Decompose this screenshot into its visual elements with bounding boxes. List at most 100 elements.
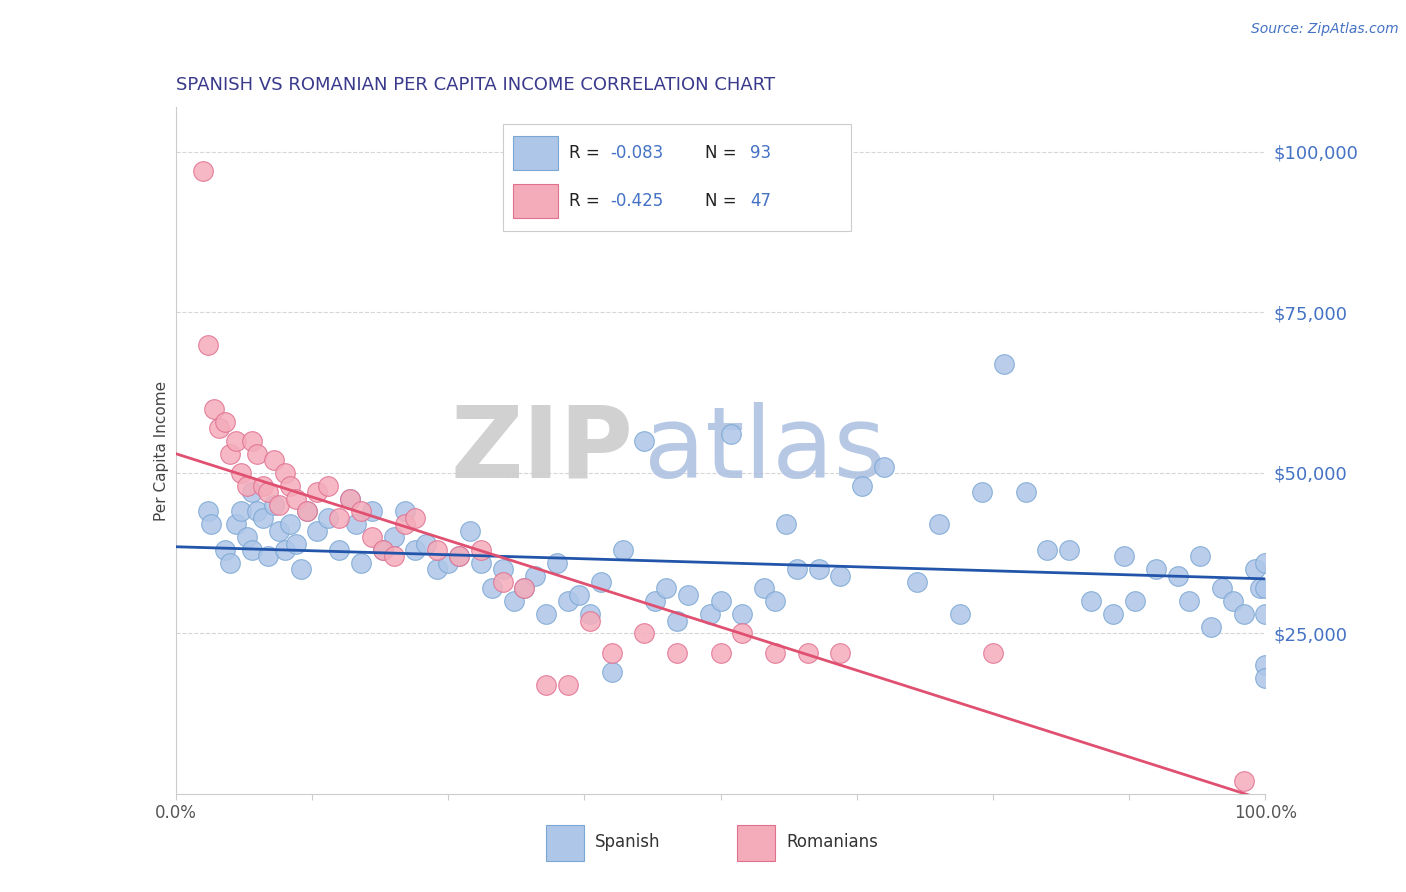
Point — [807, 562, 830, 576]
Point — [284, 536, 307, 550]
Point — [589, 575, 612, 590]
Point — [851, 479, 873, 493]
Point — [231, 466, 253, 480]
Point — [720, 427, 742, 442]
Point — [1254, 658, 1277, 673]
Point — [197, 337, 219, 351]
Point — [328, 511, 350, 525]
Text: ZIP: ZIP — [450, 402, 633, 499]
Point — [1146, 562, 1168, 576]
Point — [981, 646, 1004, 660]
Point — [633, 434, 655, 448]
Point — [350, 556, 373, 570]
Point — [644, 594, 666, 608]
Point — [447, 549, 470, 564]
Point — [786, 562, 808, 576]
Point — [1036, 543, 1059, 558]
Point — [394, 517, 416, 532]
Point — [1199, 620, 1222, 634]
Text: SPANISH VS ROMANIAN PER CAPITA INCOME CORRELATION CHART: SPANISH VS ROMANIAN PER CAPITA INCOME CO… — [176, 77, 775, 95]
Point — [284, 491, 307, 506]
Point — [1189, 549, 1212, 564]
Point — [426, 543, 449, 558]
Point — [731, 607, 754, 622]
Point — [426, 562, 449, 576]
Point — [905, 575, 928, 590]
Point — [290, 562, 312, 576]
Point — [1249, 582, 1271, 596]
Point — [710, 646, 733, 660]
Point — [202, 401, 225, 416]
Point — [568, 588, 591, 602]
Point — [1178, 594, 1201, 608]
Point — [219, 556, 242, 570]
Point — [394, 504, 416, 518]
Point — [600, 646, 623, 660]
Point — [492, 575, 515, 590]
Point — [361, 530, 384, 544]
Point — [278, 517, 301, 532]
Point — [344, 517, 367, 532]
Point — [1015, 485, 1038, 500]
Point — [252, 511, 274, 525]
Point — [200, 517, 222, 532]
Point — [633, 626, 655, 640]
Point — [274, 466, 297, 480]
Point — [1254, 582, 1277, 596]
Point — [797, 646, 820, 660]
Point — [274, 543, 297, 558]
Point — [240, 434, 263, 448]
Point — [328, 543, 350, 558]
Point — [458, 524, 481, 538]
Point — [382, 549, 405, 564]
Point — [1112, 549, 1135, 564]
Point — [208, 421, 231, 435]
Point — [972, 485, 994, 500]
Point — [252, 479, 274, 493]
Point — [1059, 543, 1081, 558]
Point — [318, 479, 340, 493]
Point — [361, 504, 384, 518]
Point — [557, 594, 579, 608]
Point — [269, 524, 291, 538]
Text: atlas: atlas — [644, 402, 886, 499]
Point — [949, 607, 972, 622]
Y-axis label: Per Capita Income: Per Capita Income — [153, 380, 169, 521]
Point — [1254, 671, 1277, 685]
Point — [197, 504, 219, 518]
Point — [231, 504, 253, 518]
Point — [235, 530, 257, 544]
Point — [676, 588, 699, 602]
Point — [763, 594, 786, 608]
Point — [524, 568, 547, 582]
Point — [447, 549, 470, 564]
Point — [699, 607, 721, 622]
Point — [225, 434, 247, 448]
Point — [214, 543, 236, 558]
Point — [382, 530, 405, 544]
Point — [754, 582, 776, 596]
Point — [350, 504, 373, 518]
Point — [318, 511, 340, 525]
Point — [655, 582, 678, 596]
Point — [1243, 562, 1265, 576]
Point — [546, 556, 568, 570]
Point — [257, 485, 280, 500]
Point — [492, 562, 515, 576]
Point — [263, 498, 285, 512]
Point — [731, 626, 754, 640]
Point — [263, 453, 285, 467]
Point — [240, 543, 263, 558]
Point — [1222, 594, 1244, 608]
Point — [339, 491, 361, 506]
Point — [600, 665, 623, 679]
Point — [307, 524, 329, 538]
Point — [246, 447, 269, 461]
Point — [775, 517, 797, 532]
Point — [513, 582, 536, 596]
Point — [1254, 607, 1277, 622]
Point — [763, 646, 786, 660]
Point — [214, 415, 236, 429]
Point — [339, 491, 361, 506]
Point — [278, 479, 301, 493]
